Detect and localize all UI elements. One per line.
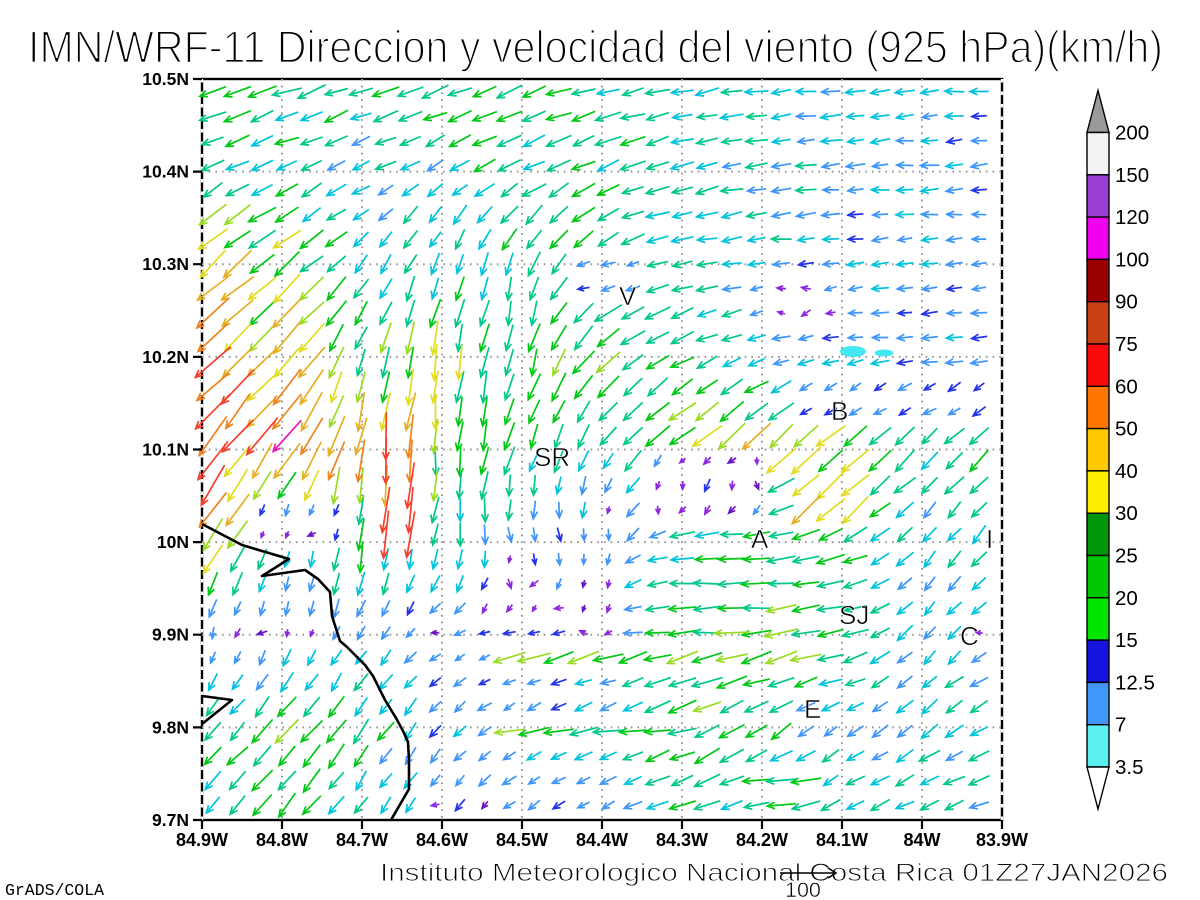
svg-text:I: I bbox=[986, 524, 993, 554]
svg-text:3.5: 3.5 bbox=[1115, 756, 1144, 779]
svg-text:E: E bbox=[804, 694, 821, 724]
svg-text:100: 100 bbox=[785, 878, 821, 900]
svg-text:84W: 84W bbox=[903, 830, 940, 850]
svg-text:84.7W: 84.7W bbox=[336, 830, 388, 850]
svg-text:C: C bbox=[960, 621, 979, 651]
svg-text:30: 30 bbox=[1115, 502, 1138, 525]
svg-text:9.7N: 9.7N bbox=[152, 810, 189, 830]
svg-text:GrADS/COLA: GrADS/COLA bbox=[5, 881, 104, 900]
svg-text:120: 120 bbox=[1115, 206, 1149, 229]
svg-text:10.4N: 10.4N bbox=[142, 162, 189, 182]
svg-text:9.8N: 9.8N bbox=[152, 717, 189, 737]
svg-text:10.2N: 10.2N bbox=[142, 347, 189, 367]
svg-text:50: 50 bbox=[1115, 418, 1138, 441]
svg-text:200: 200 bbox=[1115, 122, 1149, 145]
svg-text:84.2W: 84.2W bbox=[736, 830, 788, 850]
svg-text:Instituto Meteorologico Nacion: Instituto Meteorologico Nacional Costa R… bbox=[380, 859, 1168, 887]
svg-text:84.9W: 84.9W bbox=[176, 830, 228, 850]
svg-text:84.4W: 84.4W bbox=[576, 830, 628, 850]
svg-text:40: 40 bbox=[1115, 460, 1138, 483]
svg-text:100: 100 bbox=[1115, 248, 1149, 271]
svg-text:150: 150 bbox=[1115, 164, 1149, 187]
svg-text:10N: 10N bbox=[157, 532, 189, 552]
svg-text:10.1N: 10.1N bbox=[142, 440, 189, 460]
svg-text:60: 60 bbox=[1115, 375, 1138, 398]
svg-text:84.3W: 84.3W bbox=[656, 830, 708, 850]
svg-text:SJ: SJ bbox=[839, 600, 869, 630]
svg-text:7: 7 bbox=[1115, 714, 1126, 737]
svg-text:20: 20 bbox=[1115, 587, 1138, 610]
svg-text:83.9W: 83.9W bbox=[976, 830, 1028, 850]
svg-text:25: 25 bbox=[1115, 545, 1138, 568]
svg-text:84.6W: 84.6W bbox=[416, 830, 468, 850]
svg-text:SR: SR bbox=[534, 442, 570, 472]
svg-text:10.3N: 10.3N bbox=[142, 254, 189, 274]
svg-text:B: B bbox=[831, 396, 848, 426]
svg-text:9.9N: 9.9N bbox=[152, 625, 189, 645]
svg-text:84.1W: 84.1W bbox=[816, 830, 868, 850]
svg-text:15: 15 bbox=[1115, 629, 1138, 652]
svg-text:10.5N: 10.5N bbox=[142, 69, 189, 89]
svg-text:84.8W: 84.8W bbox=[256, 830, 308, 850]
svg-text:90: 90 bbox=[1115, 291, 1138, 314]
svg-text:12.5: 12.5 bbox=[1115, 671, 1155, 694]
svg-text:A: A bbox=[751, 524, 769, 554]
svg-text:75: 75 bbox=[1115, 333, 1138, 356]
svg-text:V: V bbox=[619, 281, 637, 311]
svg-text:IMN/WRF-11 Direccion y velocid: IMN/WRF-11 Direccion y velocidad del vie… bbox=[28, 22, 1163, 73]
svg-text:84.5W: 84.5W bbox=[496, 830, 548, 850]
